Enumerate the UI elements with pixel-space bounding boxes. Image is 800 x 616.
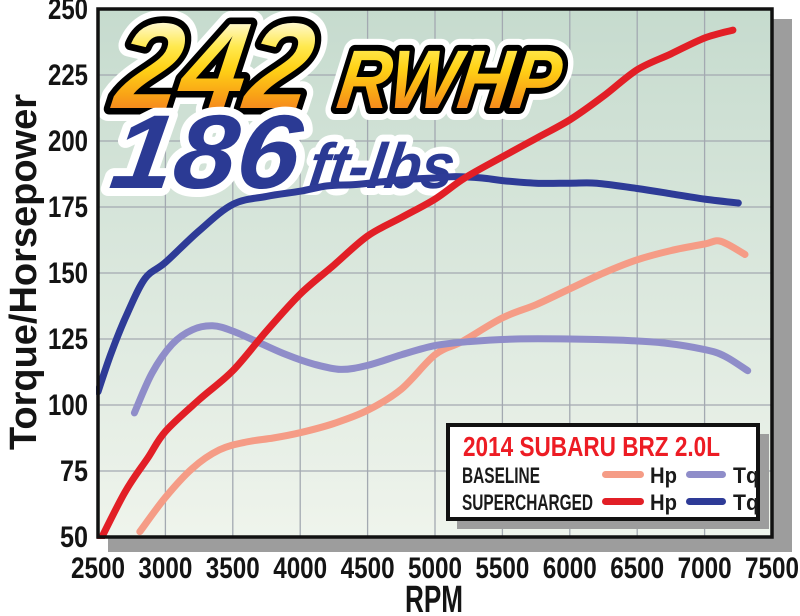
y-axis-tick-labels: 250 225 200 175 150 125 100 75 50 xyxy=(48,0,88,554)
x-tick-label: 4500 xyxy=(341,552,395,585)
peak-hp-value: 242 xyxy=(106,0,322,134)
legend-baseline-tq-label: Tq xyxy=(733,463,759,488)
peak-tq-unit: ft-lbs xyxy=(305,130,460,202)
dyno-curves xyxy=(96,26,752,539)
legend-baseline-hp-label: Hp xyxy=(650,463,677,488)
peak-hp-callout: 242 RWHP 242 RWHP 242 RWHP xyxy=(93,0,579,147)
plot-border xyxy=(96,7,774,539)
x-tick-label: 5500 xyxy=(475,552,529,585)
peak-callouts: 242 RWHP 242 RWHP 242 RWHP 186 ft-lbs 18… xyxy=(93,0,579,219)
legend-row-baseline: BASELINE Hp Tq xyxy=(462,463,759,488)
legend-supercharged-hp-label: Hp xyxy=(650,490,677,515)
legend-baseline-label: BASELINE xyxy=(462,463,540,488)
legend-swatch-supercharged-tq xyxy=(686,498,726,505)
x-tick-label: 6000 xyxy=(543,552,597,585)
legend-title: 2014 SUBARU BRZ 2.0L xyxy=(463,431,720,462)
curve-supercharged-tq xyxy=(96,173,742,396)
curve-supercharged-hp xyxy=(97,26,737,539)
y-tick-label: 125 xyxy=(48,323,88,356)
y-tick-label: 100 xyxy=(48,389,88,422)
legend-swatch-baseline-hp xyxy=(602,471,644,478)
peak-hp-value-halo: 242 xyxy=(106,0,322,134)
peak-hp-unit-halo: RWHP xyxy=(332,33,567,126)
legend-swatch-baseline-tq xyxy=(686,471,726,478)
x-tick-label: 3000 xyxy=(138,552,192,585)
x-tick-label: 6500 xyxy=(610,552,664,585)
x-axis-tick-labels: 2500 3000 3500 4000 4500 5000 5500 6000 6500 7000… xyxy=(71,552,799,585)
x-tick-label: 7500 xyxy=(745,552,799,585)
y-tick-label: 150 xyxy=(48,257,88,290)
peak-tq-value-halo: 186 xyxy=(104,93,310,210)
x-tick-label: 7000 xyxy=(678,552,732,585)
x-axis-title: RPM xyxy=(405,579,463,616)
y-tick-label: 225 xyxy=(48,59,88,92)
peak-hp-unit: RWHP xyxy=(332,33,567,126)
legend: 2014 SUBARU BRZ 2.0L BASELINE Hp Tq SUPE… xyxy=(446,423,769,529)
x-tick-label: 5000 xyxy=(408,552,462,585)
y-tick-label: 200 xyxy=(48,125,88,158)
curve-baseline-hp xyxy=(136,237,749,536)
legend-swatch-supercharged-hp xyxy=(602,498,644,505)
y-tick-label: 250 xyxy=(48,0,88,26)
y-tick-label: 75 xyxy=(60,455,88,488)
curve-baseline-tq xyxy=(130,322,752,417)
legend-row-supercharged: SUPERCHARGED Hp Tq xyxy=(462,490,759,515)
y-tick-label: 50 xyxy=(60,521,88,554)
x-tick-label: 4000 xyxy=(273,552,327,585)
x-tick-label: 3500 xyxy=(206,552,260,585)
x-tick-label: 2500 xyxy=(71,552,125,585)
legend-supercharged-label: SUPERCHARGED xyxy=(462,490,593,515)
legend-supercharged-tq-label: Tq xyxy=(733,490,759,515)
peak-hp-value-outline: 242 xyxy=(106,0,322,134)
peak-tq-callout: 186 ft-lbs 186 ft-lbs xyxy=(96,85,466,218)
y-axis-title: Torque/Horsepower xyxy=(3,94,45,450)
peak-hp-unit-outline: RWHP xyxy=(332,33,567,126)
y-tick-label: 175 xyxy=(48,191,88,224)
